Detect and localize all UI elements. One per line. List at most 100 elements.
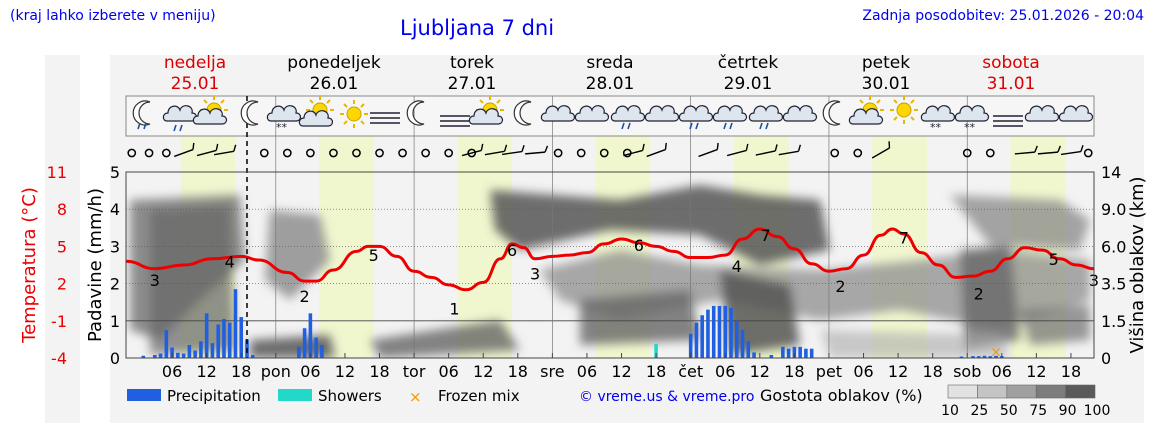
cloud-blob: [1020, 305, 1090, 345]
menu-note[interactable]: (kraj lahko izberete v meniju): [10, 8, 216, 24]
right-axis-strip: [1128, 55, 1144, 423]
precipitation-bar: [187, 344, 192, 358]
x-tick-label: pet: [816, 362, 842, 381]
wind-barb-shaft: [646, 148, 666, 158]
calm-wind-icon: [421, 148, 430, 158]
precipitation-bar: [210, 343, 215, 358]
legend: Precipitation Showers × Frozen mix © vre…: [127, 384, 1110, 419]
legend-frozen-mix: Frozen mix: [438, 387, 520, 405]
gridlines: [126, 96, 1094, 358]
precip-tick-label: 4: [110, 200, 120, 219]
wind-barb-icon: [778, 144, 802, 156]
wind-barb-shaft: [461, 149, 482, 157]
cloud-scale-label: 50: [1000, 403, 1018, 419]
precipitation-bar: [176, 352, 180, 358]
wind-barb-shaft: [213, 150, 234, 156]
precipitation-bar: [302, 328, 307, 358]
wind-barb-shaft: [778, 150, 799, 156]
cloud-height-tick-label: 6.0: [1101, 237, 1126, 256]
day-date: 30.01: [861, 74, 911, 94]
calm-wind-icon: [553, 148, 563, 158]
precipitation-bar: [723, 305, 728, 358]
day-header-3: sreda 28.01: [550, 53, 670, 95]
day-date: 28.01: [585, 74, 635, 94]
x-tick-label: 06: [715, 362, 735, 381]
wind-barb-icon: [525, 145, 549, 155]
cloud-height-tick-label: 0: [1101, 349, 1111, 368]
calm-wind-icon: [352, 148, 361, 158]
temperature-tick-label: 5: [57, 237, 67, 256]
precip-tick-label: 0: [110, 349, 120, 368]
calm-wind-icon: [467, 148, 477, 158]
calm-wind-icon: [161, 148, 171, 158]
x-tick-label: 18: [646, 362, 666, 381]
daylight-band: [872, 96, 927, 358]
precipitation-bar: [239, 317, 244, 358]
x-tick-label: čet: [678, 362, 703, 381]
precipitation-bar: [809, 348, 814, 358]
wind-barb-flag: [215, 143, 219, 151]
temperature-value-label: 4: [225, 252, 235, 271]
x-tick-label: 12: [888, 362, 908, 381]
x-tick-label: 12: [473, 362, 493, 381]
precipitation-bar: [717, 305, 722, 358]
precipitation-bar: [746, 341, 751, 358]
legend-showers: Showers: [318, 387, 382, 405]
x-tick-label: 12: [750, 362, 770, 381]
x-tick-label: 12: [611, 362, 631, 381]
cloud-blob: [265, 210, 330, 300]
precipitation-bar: [193, 350, 197, 358]
cloud-scale-label: 75: [1029, 403, 1047, 419]
wind-barb-shaft: [1060, 150, 1081, 156]
precipitation-bar: [227, 322, 232, 358]
x-tick-label: 06: [992, 362, 1012, 381]
x-tick-label: 18: [1061, 362, 1081, 381]
x-tick-label: pon: [261, 362, 291, 381]
precipitation-bar: [688, 333, 693, 358]
wind-barb-shaft: [871, 147, 890, 159]
wind-barb-flag: [1034, 145, 1038, 153]
precipitation-bar: [308, 313, 313, 358]
wind-barb-shaft: [502, 150, 523, 156]
x-tick-label: tor: [403, 362, 426, 381]
cloud-height-tick-label: 9.0: [1101, 200, 1126, 219]
cloud-scale-label: 10: [941, 403, 959, 419]
temperature-value-label: 6: [507, 241, 517, 260]
left-axis-strip: [45, 55, 80, 423]
cloud-blob: [950, 195, 1090, 250]
calm-wind-icon: [259, 148, 269, 158]
cloud-height-tick-label: 3.5: [1101, 275, 1126, 294]
precipitation-bar: [297, 346, 301, 358]
x-tick-label: 18: [922, 362, 942, 381]
precip-axis: 0 1 2 3 4 5: [110, 163, 120, 368]
cloud-scale-swatch: [977, 384, 1008, 399]
precipitation-bar: [959, 356, 964, 358]
wind-barb-icon: [726, 143, 749, 157]
wind-barb-flag: [716, 142, 719, 150]
plot-frame: [125, 171, 1095, 359]
precipitation-bar: [164, 330, 169, 358]
x-tick-label: 12: [335, 362, 355, 381]
daylight-band: [319, 96, 374, 358]
wind-barb-flag: [745, 143, 749, 151]
temperature-value-label: 1: [449, 299, 459, 318]
day-date: 31.01: [986, 74, 1036, 94]
day-header-4: četrtek 29.01: [688, 53, 808, 95]
precipitation-bar: [153, 355, 157, 358]
snow-icon: [930, 121, 942, 134]
calm-wind-icon: [144, 148, 154, 158]
cloud-scale-label: 90: [1059, 403, 1077, 419]
calm-wind-icon: [1083, 148, 1093, 158]
wind-barb-shaft: [726, 149, 747, 157]
precipitation-bar: [320, 344, 324, 358]
calm-wind-icon: [830, 148, 840, 158]
cloud-height-tick-label: 1.5: [1101, 312, 1126, 331]
cloud-blob: [250, 335, 335, 358]
temperature-axis-label: Temperatura (°C): [19, 187, 40, 344]
wind-barb-shaft: [698, 148, 718, 158]
legend-precipitation: Precipitation: [167, 387, 261, 405]
cloud-scale-swatch: [947, 384, 978, 399]
temperature-value-label: 2: [974, 285, 984, 304]
precipitation-bar: [711, 305, 716, 358]
